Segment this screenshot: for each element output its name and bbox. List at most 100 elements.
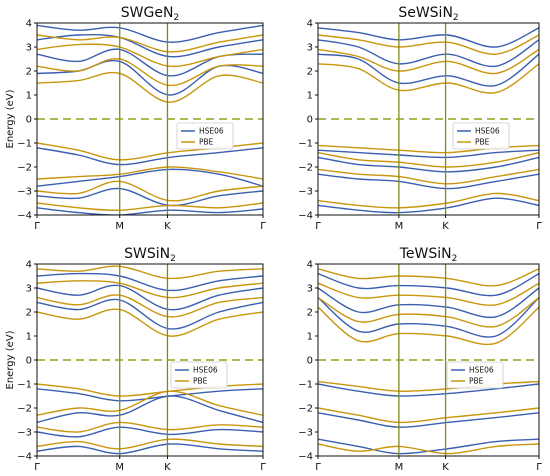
pbe-band-2	[318, 407, 539, 424]
pbe-band-7	[37, 280, 263, 299]
y-tick-label: 0	[307, 115, 313, 126]
x-tick-label: Γ	[34, 221, 40, 232]
y-tick-label: −4	[17, 211, 32, 222]
y-tick-label: 3	[307, 43, 313, 54]
panel-title: TeWSiN2	[399, 246, 458, 264]
hse06-band-1	[318, 197, 539, 214]
y-tick-label: −3	[17, 187, 32, 198]
y-tick-label: −3	[17, 428, 32, 439]
hse06-band-1	[318, 438, 539, 455]
y-tick-label: 0	[26, 356, 32, 367]
x-tick-label: Γ	[315, 221, 321, 232]
pbe-band-8	[37, 265, 263, 280]
x-tick-label: Γ	[260, 221, 266, 232]
title-subscript: 2	[170, 254, 176, 264]
title-subscript: 2	[453, 13, 459, 23]
title-subscript: 2	[452, 254, 458, 264]
y-tick-label: 1	[26, 91, 32, 102]
pbe-band-5	[37, 71, 263, 103]
title-main: SeWSiN	[398, 5, 453, 21]
legend-entry: HSE06	[193, 366, 218, 375]
hse06-band-2	[37, 426, 263, 438]
legend: HSE06 PBE	[176, 122, 234, 150]
x-tick-label: K	[442, 462, 449, 473]
pbe-band-3	[318, 151, 539, 168]
y-axis-label: Energy (eV)	[5, 330, 16, 389]
hse06-band-7	[37, 33, 263, 58]
y-tick-label: 2	[26, 67, 32, 78]
y-tick-label: −2	[17, 404, 32, 415]
hse06-band-8	[37, 24, 263, 43]
hse06-band-2	[37, 187, 263, 207]
pbe-band-2	[37, 180, 263, 202]
pbe-band-7	[318, 34, 539, 55]
hse06-band-6	[318, 272, 539, 297]
hse06-band-4	[318, 149, 539, 159]
x-tick-label: Γ	[34, 462, 40, 473]
legend-entry: PBE	[475, 138, 490, 147]
legend: HSE06 PBE	[452, 122, 510, 150]
pbe-band-7	[37, 43, 263, 68]
hse06-band-5	[318, 53, 539, 87]
pbe-band-4	[318, 306, 539, 346]
hse06-band-1	[37, 443, 263, 455]
y-tick-label: −1	[17, 139, 32, 150]
hse06-band-7	[37, 272, 263, 292]
hse06-band-7	[318, 27, 539, 48]
y-tick-label: −1	[298, 139, 313, 150]
bands	[318, 27, 539, 214]
pbe-band-6	[37, 294, 263, 318]
y-tick-label: 2	[26, 308, 32, 319]
hse06-band-6	[318, 39, 539, 68]
y-tick-label: 3	[26, 284, 32, 295]
hse06-band-3	[37, 395, 263, 424]
pbe-band-5	[318, 296, 539, 328]
x-tick-label: Γ	[536, 462, 542, 473]
legend: HSE06 PBE	[170, 361, 228, 389]
y-axis-label: Energy (eV)	[5, 89, 16, 148]
x-tick-label: K	[442, 221, 449, 232]
legend-entry: HSE06	[469, 366, 494, 375]
hse06-band-4	[37, 147, 263, 166]
pbe-band-1	[37, 438, 263, 450]
y-tick-label: 0	[307, 356, 313, 367]
title-subscript: 2	[173, 13, 179, 23]
title-main: SWSiN	[124, 246, 170, 262]
y-tick-label: −2	[298, 163, 313, 174]
panel-title: SWSiN2	[124, 246, 176, 264]
pbe-band-8	[37, 34, 263, 53]
legend-entry: PBE	[193, 377, 208, 386]
x-tick-label: Γ	[260, 462, 266, 473]
y-tick-label: −1	[17, 380, 32, 391]
hse06-band-5	[318, 287, 539, 319]
legend-entry: PBE	[199, 138, 214, 147]
pbe-band-7	[318, 268, 539, 287]
hse06-band-2	[318, 412, 539, 428]
pbe-band-6	[318, 48, 539, 75]
pbe-band-6	[37, 58, 263, 87]
hse06-band-3	[318, 156, 539, 173]
x-tick-label: M	[395, 221, 404, 232]
hse06-band-3	[37, 168, 263, 187]
pbe-band-2	[37, 421, 263, 433]
pbe-band-2	[318, 168, 539, 185]
y-tick-label: 2	[307, 67, 313, 78]
bands	[318, 268, 539, 455]
panel-title: SWGeN2	[121, 5, 179, 23]
hse06-band-5	[37, 298, 263, 330]
title-main: TeWSiN	[399, 246, 452, 262]
y-tick-label: 1	[307, 332, 313, 343]
hse06-band-4	[37, 388, 263, 402]
y-tick-label: −3	[298, 428, 313, 439]
legend-entry: HSE06	[475, 127, 500, 136]
y-tick-label: 4	[307, 19, 313, 30]
x-tick-label: K	[164, 221, 171, 232]
x-tick-label: K	[164, 462, 171, 473]
y-tick-label: 4	[307, 260, 313, 271]
y-tick-label: −4	[17, 452, 32, 463]
y-tick-label: 3	[307, 284, 313, 295]
y-tick-label: 0	[26, 115, 32, 126]
